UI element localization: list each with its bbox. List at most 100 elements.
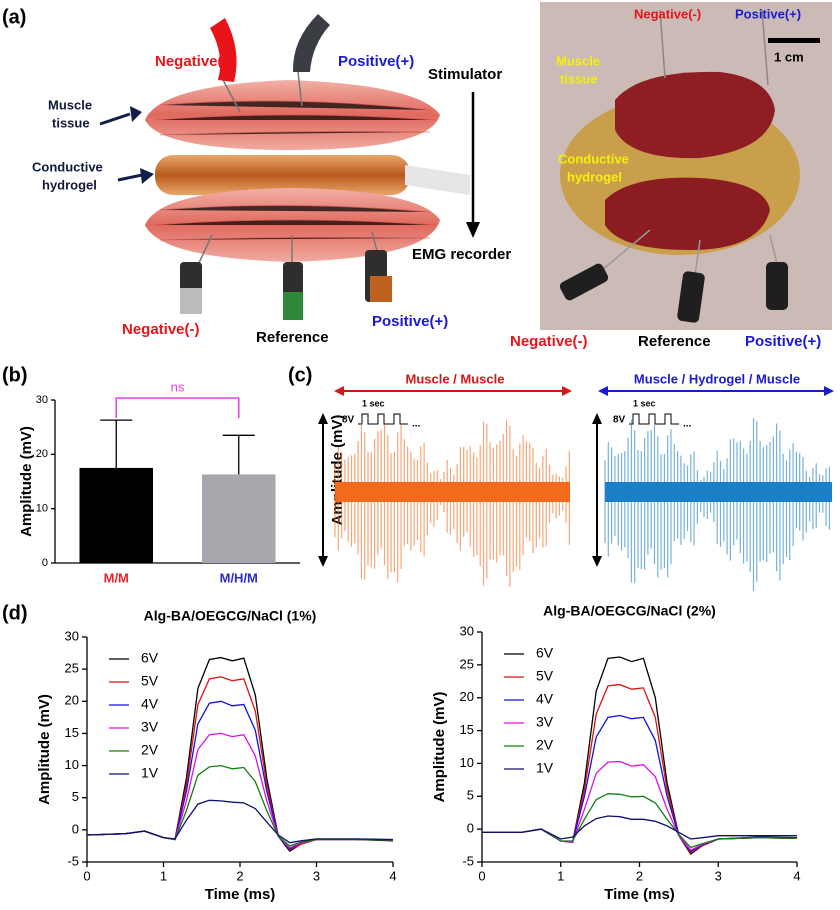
electrode-label: Negative(-) <box>122 321 200 338</box>
ellipsis: ... <box>412 419 421 430</box>
y-tick-label: 5 <box>72 789 79 804</box>
panel-label: (c) <box>288 364 312 386</box>
x-tick-label: 0 <box>83 868 90 883</box>
x-tick-label: 4 <box>793 868 800 883</box>
pulse-period: 1 sec <box>633 398 656 408</box>
range-arrow <box>334 386 834 396</box>
series-line <box>86 764 394 847</box>
illustration <box>99 14 480 320</box>
title-bg <box>388 372 524 388</box>
legend-label: 2V <box>536 737 554 753</box>
series-line <box>86 700 394 850</box>
series-line <box>482 793 798 849</box>
annotation: ns <box>171 379 185 394</box>
x-tick-label: 3 <box>715 868 722 883</box>
electrode-label: Reference <box>638 333 711 350</box>
y-tick-label: 15 <box>460 722 474 737</box>
y-tick-label: 0 <box>72 821 79 836</box>
legend-label: 5V <box>141 673 159 689</box>
error-bar <box>100 419 133 468</box>
panel-label: (a) <box>2 6 26 28</box>
ellipsis: ... <box>683 419 692 430</box>
y-tick-label: 0 <box>467 821 474 836</box>
electrode-label: Positive(+) <box>372 313 448 330</box>
label: Stimulator <box>428 66 502 83</box>
y-tick-label: 20 <box>36 448 48 460</box>
emg-baseline <box>605 482 832 502</box>
electrode-label: Negative(-) <box>155 53 233 70</box>
y-tick-label: 10 <box>65 757 79 772</box>
emg-spikes <box>334 419 570 587</box>
axis-title: Time (ms) <box>604 886 675 903</box>
scale-label: 1 cm <box>774 49 804 64</box>
panel-label: (b) <box>2 364 28 386</box>
trace-title: Muscle / Muscle <box>406 371 505 386</box>
y-tick-label: 25 <box>65 661 79 676</box>
panel-label: (d) <box>2 602 28 624</box>
series-line <box>86 732 394 849</box>
label: Conductive <box>32 159 103 174</box>
axis-title: Amplitude (mV) <box>329 415 346 526</box>
legend-label: 3V <box>141 719 159 735</box>
y-tick-label: 10 <box>460 755 474 770</box>
x-tick-label: 2 <box>236 868 243 883</box>
x-tick-label: 4 <box>389 868 396 883</box>
legend-label: 4V <box>141 696 159 712</box>
legend-label: 5V <box>536 668 554 684</box>
y-tick-label: 20 <box>460 689 474 704</box>
y-tick-label: 25 <box>460 656 474 671</box>
electrode-label: Negative(-) <box>510 333 588 350</box>
x-tick-label: M/M <box>104 570 129 585</box>
legend-label: 6V <box>536 645 554 661</box>
series-line <box>482 656 798 856</box>
series-line <box>86 799 394 844</box>
electrode-label: Positive(+) <box>735 6 801 21</box>
y-tick-label: 30 <box>460 623 474 638</box>
label: EMG recorder <box>412 246 511 263</box>
legend-label: 3V <box>536 714 554 730</box>
emg-baseline <box>335 482 570 502</box>
y-tick-label: 5 <box>467 788 474 803</box>
y-tick-label: 30 <box>65 628 79 643</box>
legend-label: 1V <box>141 765 159 781</box>
significance-bracket <box>115 397 240 418</box>
series-line <box>86 676 394 851</box>
y-tick-label: 0 <box>42 557 48 569</box>
axis-title: Amplitude (mV) <box>36 694 53 805</box>
label: hydrogel <box>567 169 622 184</box>
y-tick-label: 15 <box>65 725 79 740</box>
electrode-label: Positive(+) <box>338 53 414 70</box>
y-tick-label: -5 <box>462 853 474 868</box>
trace-title: Muscle / Hydrogel / Muscle <box>634 371 800 386</box>
label: Conductive <box>558 151 629 166</box>
electrode-label: Negative(-) <box>634 6 701 21</box>
x-tick-label: 3 <box>313 868 320 883</box>
y-tick-label: -5 <box>67 853 79 868</box>
vertical-arrow <box>318 413 602 567</box>
y-tick-label: 30 <box>36 394 48 406</box>
emg-spikes <box>604 418 830 591</box>
axis-title: Amplitude (mV) <box>18 426 35 537</box>
legend-label: 1V <box>536 760 554 776</box>
label: Muscle <box>48 97 92 112</box>
x-tick-label: 1 <box>160 868 167 883</box>
y-tick-label: 20 <box>65 693 79 708</box>
chart-title: Alg-BA/OEGCG/NaCl (1%) <box>144 608 317 624</box>
legend-label: 4V <box>536 691 554 707</box>
x-tick-label: 0 <box>478 868 485 883</box>
pulse-period: 1 sec <box>362 398 385 408</box>
y-tick-label: 10 <box>36 503 48 515</box>
chart-title: Alg-BA/OEGCG/NaCl (2%) <box>543 603 716 619</box>
label: tissue <box>560 71 598 86</box>
electrode-label: Reference <box>256 329 329 346</box>
legend-label: 6V <box>141 650 159 666</box>
pulse-schematic: 8V 1 sec ... 8V 1 sec ... <box>342 398 692 429</box>
series-line <box>482 683 798 854</box>
x-tick-label: 1 <box>557 868 564 883</box>
series-line <box>482 815 797 840</box>
pulse-voltage: 8V <box>342 415 355 426</box>
title-bg <box>615 372 820 388</box>
axis-title: Amplitude (mV) <box>431 692 448 803</box>
label: Muscle <box>556 53 600 68</box>
